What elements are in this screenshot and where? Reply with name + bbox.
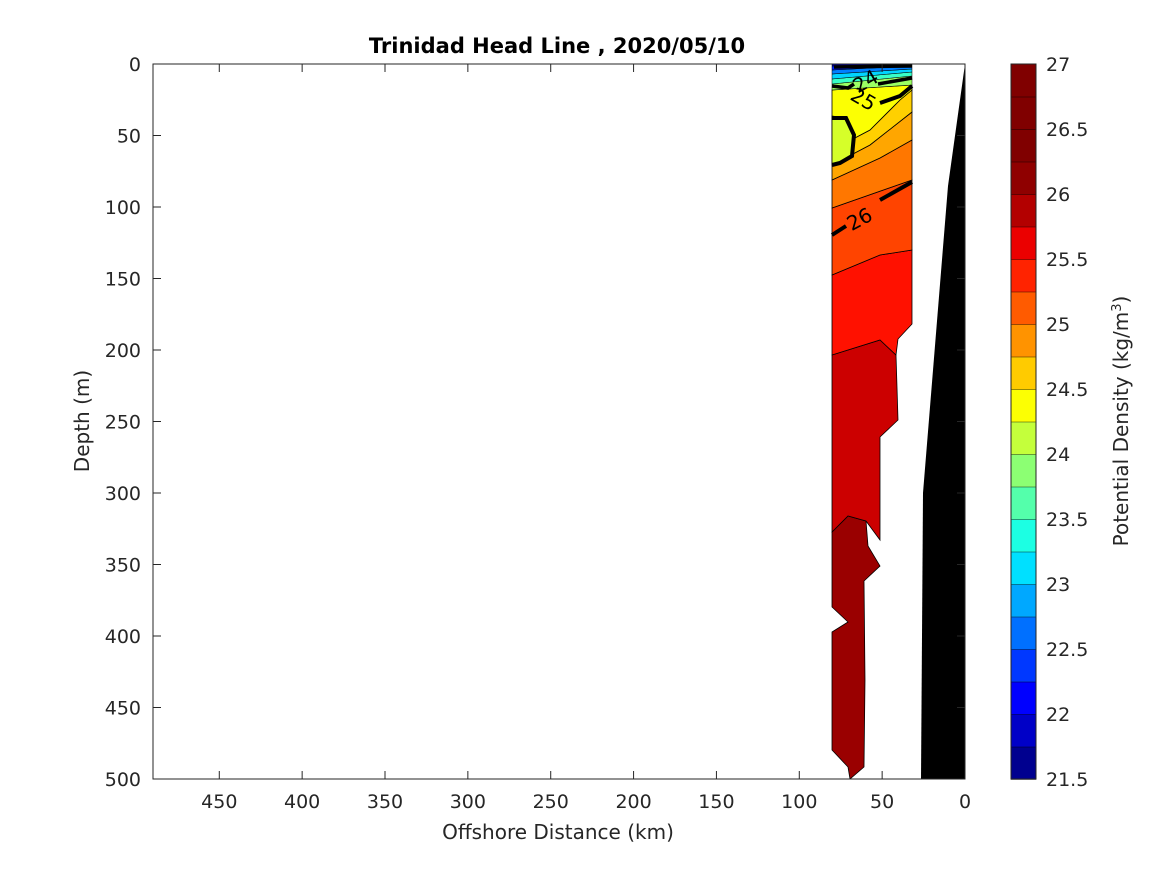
colorbar-label: Potential Density (kg/m3) (1109, 296, 1133, 547)
colorbar-swatch (1010, 551, 1037, 585)
contour-line-25 (831, 116, 857, 167)
contour-line-24 (831, 82, 855, 90)
x-tick-label: 100 (781, 791, 817, 813)
colorbar-swatch (1010, 681, 1037, 715)
y-tick-label: 400 (105, 626, 141, 648)
y-tick-label: 100 (105, 197, 141, 219)
colorbar-swatch (1010, 453, 1037, 488)
colorbar-label-close: ) (1109, 296, 1133, 304)
colorbar-swatch (1010, 323, 1037, 358)
x-tick-label: 450 (201, 791, 237, 813)
x-tick-label: 350 (367, 791, 403, 813)
bathymetry (921, 64, 965, 779)
x-tick-label: 150 (698, 791, 734, 813)
chart-title: Trinidad Head Line , 2020/05/10 (369, 34, 745, 58)
colorbar-swatch (1010, 63, 1037, 98)
colorbar-tick-label: 25 (1046, 314, 1070, 336)
contour-line-26b (879, 180, 913, 202)
colorbar-swatch (1010, 193, 1037, 228)
colorbar-swatch (1010, 291, 1037, 325)
colorbar-tick-label: 23.5 (1046, 509, 1088, 531)
colorbar-tick-label: 22 (1046, 704, 1070, 726)
y-tick-label: 300 (105, 483, 141, 505)
y-tick-label: 200 (105, 340, 141, 362)
x-tick-label: 250 (533, 791, 569, 813)
contour-line-23 (833, 64, 913, 69)
colorbar-swatch (1010, 356, 1037, 390)
colorbar-swatch (1010, 616, 1037, 650)
colorbar-tick-label: 22.5 (1046, 639, 1088, 661)
y-axis: 0 50 100 150 200 250 300 350 400 450 500 (105, 54, 965, 791)
x-tick-label: 300 (450, 791, 486, 813)
colorbar-tick-label: 26.5 (1046, 119, 1088, 141)
colorbar-swatch (1010, 648, 1037, 683)
colorbar-swatch (1010, 518, 1037, 553)
colorbar-swatch (1010, 746, 1037, 780)
colorbar-tick-label: 24.5 (1046, 379, 1088, 401)
colorbar-swatch (1010, 96, 1037, 130)
y-tick-label: 50 (117, 126, 141, 148)
x-tick-label: 50 (870, 791, 894, 813)
colorbar-tick-label: 27 (1046, 54, 1070, 76)
colorbar-swatch (1010, 161, 1037, 195)
contour-line-24b (877, 76, 913, 86)
y-axis-label: Depth (m) (70, 370, 94, 472)
colorbar-label-main: Potential Density (kg/m (1109, 312, 1133, 547)
y-tick-label: 0 (129, 54, 141, 76)
colorbar-swatch (1010, 226, 1037, 260)
colorbar-tick-label: 24 (1046, 444, 1070, 466)
colorbar-swatch (1010, 128, 1037, 163)
y-tick-label: 250 (105, 412, 141, 434)
colorbar-swatch (1010, 421, 1037, 455)
colorbar-tick-label: 25.5 (1046, 249, 1088, 271)
colorbar-label-sup: 3 (1110, 303, 1125, 311)
colorbar-tick-label: 26 (1046, 184, 1070, 206)
colorbar (1010, 63, 1037, 780)
x-tick-label: 200 (615, 791, 651, 813)
colorbar-tick-label: 21.5 (1046, 769, 1088, 791)
contour-line-25b (879, 84, 914, 105)
x-axis-label: Offshore Distance (km) (442, 820, 674, 844)
colorbar-tick-label: 23 (1046, 574, 1070, 596)
x-tick-label: 400 (284, 791, 320, 813)
colorbar-ticks: 21.5 22 22.5 23 23.5 24 24.5 25 25.5 26 26.5 27 (1046, 54, 1088, 791)
colorbar-swatch (1010, 583, 1037, 618)
colorbar-swatch (1010, 713, 1037, 748)
contour-line-26 (830, 224, 848, 237)
contour-fill-26.75 (831, 515, 881, 779)
density-section (830, 64, 914, 779)
colorbar-swatch (1010, 486, 1037, 520)
x-axis: 450 400 350 300 250 200 150 100 50 0 (201, 64, 971, 813)
plot-area (153, 64, 965, 779)
y-tick-label: 150 (105, 269, 141, 291)
x-tick-label: 0 (959, 791, 971, 813)
y-tick-label: 350 (105, 555, 141, 577)
colorbar-swatch (1010, 388, 1037, 423)
y-tick-label: 500 (105, 769, 141, 791)
colorbar-swatch (1010, 258, 1037, 293)
y-tick-label: 450 (105, 698, 141, 720)
colorbar-box (1010, 63, 1037, 780)
